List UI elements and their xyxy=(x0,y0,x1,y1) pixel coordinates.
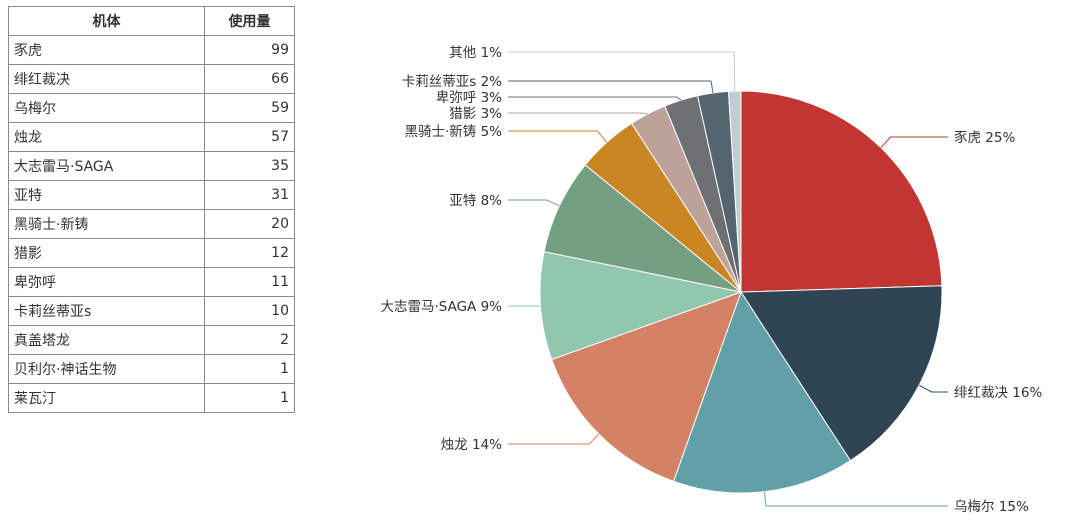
pie-label-line xyxy=(508,199,560,207)
pie-label-line xyxy=(508,51,736,92)
usage-value-cell: 35 xyxy=(204,151,295,181)
usage-value-cell: 11 xyxy=(204,267,295,297)
pie-slice-label: 烛龙 14% xyxy=(441,437,502,453)
mech-name-cell: 大志雷马·SAGA xyxy=(8,151,205,181)
usage-table: 机体 使用量 豕虎 99 绯红裁决 66 乌梅尔 59 烛龙 57 大志雷马·SAGA 3… xyxy=(8,6,295,413)
pie-label-line xyxy=(508,433,600,445)
mech-name-cell: 莱瓦汀 xyxy=(8,383,205,413)
pie-label-line xyxy=(918,384,948,393)
usage-value-cell: 2 xyxy=(204,325,295,355)
pie-slice-label: 豕虎 25% xyxy=(954,130,1015,146)
pie-slice-label: 其他 1% xyxy=(449,45,502,61)
pie-slice-label: 卑弥呼 3% xyxy=(436,89,502,106)
table-row: 卡莉丝蒂亚s 10 xyxy=(8,296,295,326)
pie-labels: 豕虎 25% 绯红裁决 16% 乌梅尔 15% 烛龙 14% 大志雷马·SAGA 9% 亚… xyxy=(380,45,1042,515)
table-row: 莱瓦汀 1 xyxy=(8,383,295,413)
column-header-usage: 使用量 xyxy=(204,6,295,36)
mech-name-cell: 亚特 xyxy=(8,180,205,210)
table-row: 真盖塔龙 2 xyxy=(8,325,295,355)
mech-name-cell: 烛龙 xyxy=(8,122,205,152)
mech-name-cell: 卡莉丝蒂亚s xyxy=(8,296,205,326)
table-row: 黑骑士·新铸 20 xyxy=(8,209,295,239)
pie-label-line xyxy=(508,80,714,94)
table-row: 猎影 12 xyxy=(8,238,295,268)
pie-slice-label: 猎影 3% xyxy=(449,106,502,122)
pie-slice[interactable] xyxy=(740,90,943,293)
table-row: 大志雷马·SAGA 35 xyxy=(8,151,295,181)
usage-value-cell: 57 xyxy=(204,122,295,152)
column-header-mech: 机体 xyxy=(8,6,205,36)
table-row: 乌梅尔 59 xyxy=(8,93,295,123)
usage-value-cell: 99 xyxy=(204,35,295,65)
pie-slice-label: 乌梅尔 15% xyxy=(954,499,1029,515)
pie-slice-label: 黑骑士·新铸 5% xyxy=(405,124,503,140)
pie-slice[interactable] xyxy=(543,164,742,293)
pie-slice-label: 绯红裁决 16% xyxy=(954,385,1042,401)
mech-name-cell: 猎影 xyxy=(8,238,205,268)
usage-value-cell: 20 xyxy=(204,209,295,239)
pie-slice-label: 大志雷马·SAGA 9% xyxy=(380,299,502,315)
pie-label-line xyxy=(508,130,608,143)
usage-value-cell: 59 xyxy=(204,93,295,123)
table-row: 亚特 31 xyxy=(8,180,295,210)
pie-label-lines xyxy=(508,51,948,507)
mech-name-cell: 黑骑士·新铸 xyxy=(8,209,205,239)
table-row: 烛龙 57 xyxy=(8,122,295,152)
pie-slice[interactable] xyxy=(740,285,943,462)
pie-slice-label: 卡莉丝蒂亚s 2% xyxy=(402,74,502,90)
pie-label-line xyxy=(508,96,682,101)
pie-label-line xyxy=(763,491,948,507)
table-row: 绯红裁决 66 xyxy=(8,64,295,94)
usage-value-cell: 31 xyxy=(204,180,295,210)
pie-label-line xyxy=(880,136,948,149)
pie-slice-label: 亚特 8% xyxy=(449,193,502,209)
mech-name-cell: 乌梅尔 xyxy=(8,93,205,123)
usage-value-cell: 1 xyxy=(204,383,295,413)
pie-slices xyxy=(539,90,943,494)
usage-value-cell: 66 xyxy=(204,64,295,94)
table-header-row: 机体 使用量 xyxy=(8,6,295,36)
pie-label-line xyxy=(508,112,648,115)
